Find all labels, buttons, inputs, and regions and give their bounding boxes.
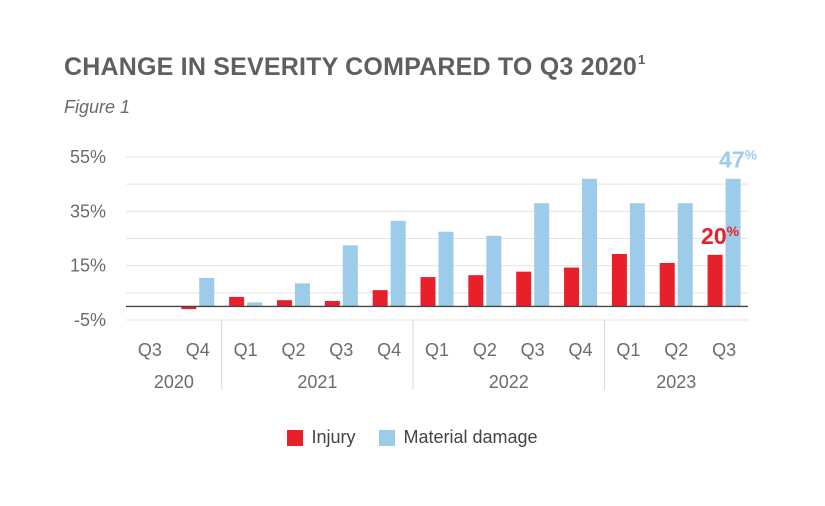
bar-material-damage <box>294 283 310 307</box>
bar-material-damage <box>629 203 645 307</box>
title-footnote-marker: 1 <box>638 52 646 67</box>
x-tick-label: Q4 <box>569 340 593 360</box>
chart-subtitle: Figure 1 <box>64 97 131 117</box>
bar-material-damage <box>199 277 215 307</box>
x-tick-label: Q2 <box>473 340 497 360</box>
chart-legend: Injury Material damage <box>0 427 825 448</box>
bar-material-damage <box>725 178 741 307</box>
x-tick-label: Q1 <box>425 340 449 360</box>
x-tick-label: Q3 <box>521 340 545 360</box>
year-label: 2023 <box>656 372 696 392</box>
x-tick-label: Q1 <box>234 340 258 360</box>
y-tick-label: 15% <box>70 256 106 276</box>
bar-material-damage <box>438 231 454 307</box>
bar-material-damage <box>390 220 406 307</box>
legend-label-injury: Injury <box>311 427 356 447</box>
x-tick-label: Q4 <box>377 340 401 360</box>
x-tick-label: Q3 <box>712 340 736 360</box>
bar-injury <box>659 262 675 307</box>
bar-injury <box>468 275 484 307</box>
y-tick-label: 55% <box>70 147 106 167</box>
x-tick-label: Q1 <box>616 340 640 360</box>
bar-material-damage <box>247 302 263 307</box>
bar-injury <box>420 277 436 307</box>
legend-swatch-material-damage <box>379 429 396 446</box>
legend-swatch-injury <box>287 429 304 446</box>
year-label: 2020 <box>154 372 194 392</box>
bar-injury <box>611 253 627 307</box>
bar-chart: 55% 35% 15% -5% Q3 Q4 Q1 Q2 Q3 Q4 Q1 Q2 Q3 Q4 Q1 Q2 Q3 20… <box>70 147 758 392</box>
bar-material-damage <box>342 245 358 307</box>
bar-material-damage <box>534 203 550 307</box>
legend-label-material-damage: Material damage <box>403 427 538 447</box>
year-label: 2022 <box>489 372 529 392</box>
bar-injury <box>707 254 723 307</box>
x-tick-label: Q3 <box>329 340 353 360</box>
x-tick-label: Q3 <box>138 340 162 360</box>
legend-item-injury: Injury <box>287 427 355 448</box>
data-label: 20% <box>701 223 740 249</box>
bar-material-damage <box>486 235 502 307</box>
bar-material-damage <box>582 178 598 307</box>
y-tick-label: 35% <box>70 201 106 221</box>
bar-injury <box>564 267 580 307</box>
data-label: 47% <box>719 147 758 173</box>
bar-injury <box>229 296 245 307</box>
y-tick-label: -5% <box>74 310 106 330</box>
bar-material-damage <box>677 203 693 307</box>
bar-injury <box>276 300 292 307</box>
bar-injury <box>516 271 532 307</box>
bar-injury <box>324 300 340 307</box>
x-tick-label: Q2 <box>664 340 688 360</box>
legend-item-material-damage: Material damage <box>379 427 538 448</box>
x-tick-label: Q2 <box>281 340 305 360</box>
year-label: 2021 <box>297 372 337 392</box>
bar-injury <box>181 306 197 310</box>
x-tick-label: Q4 <box>186 340 210 360</box>
bar-injury <box>372 290 388 307</box>
chart-title: CHANGE IN SEVERITY COMPARED TO Q3 20201 <box>64 52 646 81</box>
